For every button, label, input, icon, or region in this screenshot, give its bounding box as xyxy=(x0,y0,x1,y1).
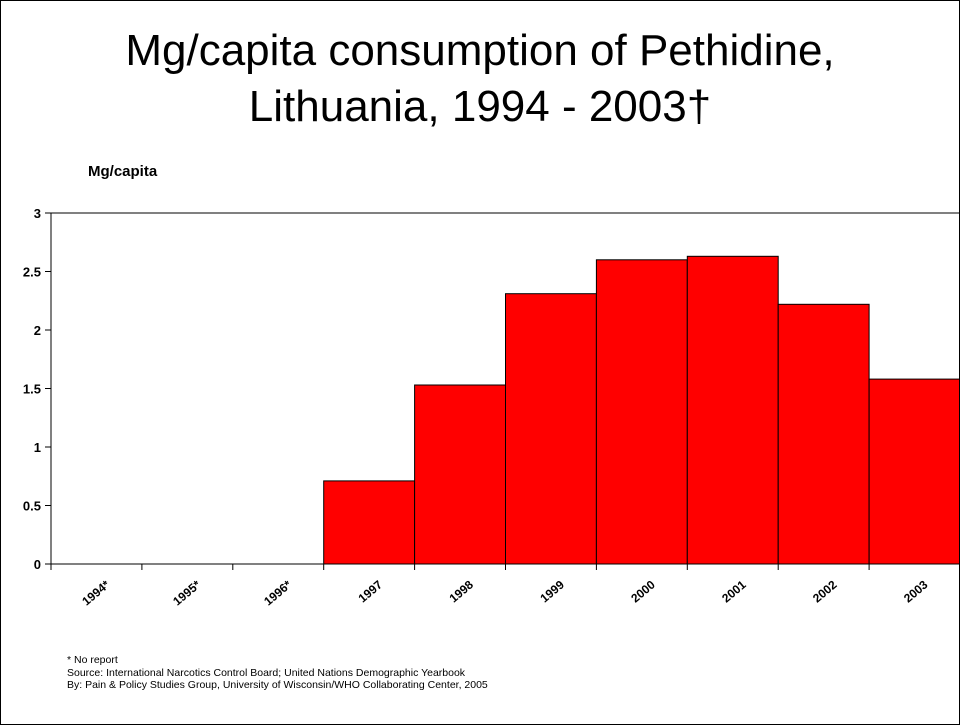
bar-2000 xyxy=(595,259,688,565)
y-tick-labels: 0 0.5 1 1.5 2 2.5 3 xyxy=(23,206,41,572)
y-tick-label: 1.5 xyxy=(23,382,41,397)
chart-title: Mg/capita consumption of Pethidine, Lith… xyxy=(1,23,959,135)
x-tick-label: 1996* xyxy=(261,577,294,608)
y-tick-label: 1 xyxy=(34,440,41,455)
x-tick-label: 1994* xyxy=(79,577,112,608)
y-tick-label: 0 xyxy=(34,557,41,572)
bars-group xyxy=(323,255,959,565)
footnote-by: By: Pain & Policy Studies Group, Univers… xyxy=(67,679,488,691)
footnote-no-report: * No report xyxy=(67,654,118,666)
chart-title-line-1: Mg/capita consumption of Pethidine, xyxy=(125,26,835,75)
footnotes: * No report Source: International Narcot… xyxy=(67,654,488,692)
bar-2001 xyxy=(686,255,779,565)
x-tick-label: 1998 xyxy=(447,577,477,605)
x-tick-label: 1997 xyxy=(356,577,386,605)
y-tick-label: 2 xyxy=(34,323,41,338)
bar-chart: 00.511.522.53 1994* 1995* 1996* 1997 1998 199… xyxy=(23,206,959,608)
y-tick-label: 2.5 xyxy=(23,265,41,280)
bar-2002 xyxy=(777,303,870,565)
bar-1998 xyxy=(414,384,507,565)
bar-1997 xyxy=(323,480,416,565)
axes-group xyxy=(45,212,959,570)
bar-1999 xyxy=(505,293,597,565)
x-tick-label: 2003 xyxy=(901,577,931,605)
x-tick-label: 1999 xyxy=(537,577,567,605)
x-tick-labels: 1994* 1995* 1996* 1997 1998 1999 2000 2001 2002 2… xyxy=(79,577,930,608)
x-tick-label: 2001 xyxy=(719,577,749,605)
y-tick-label: 3 xyxy=(34,206,41,221)
x-tick-label: 2000 xyxy=(628,577,658,605)
footnote-source: Source: International Narcotics Control … xyxy=(67,666,466,679)
bar-2003 xyxy=(868,378,959,565)
y-tick-label: 0.5 xyxy=(23,499,41,514)
x-tick-label: 2002 xyxy=(810,577,840,605)
x-tick-label: 1995* xyxy=(170,577,203,608)
y-axis-label: Mg/capita xyxy=(88,163,158,180)
chart-title-line-2: Lithuania, 1994 - 2003† xyxy=(248,82,712,131)
